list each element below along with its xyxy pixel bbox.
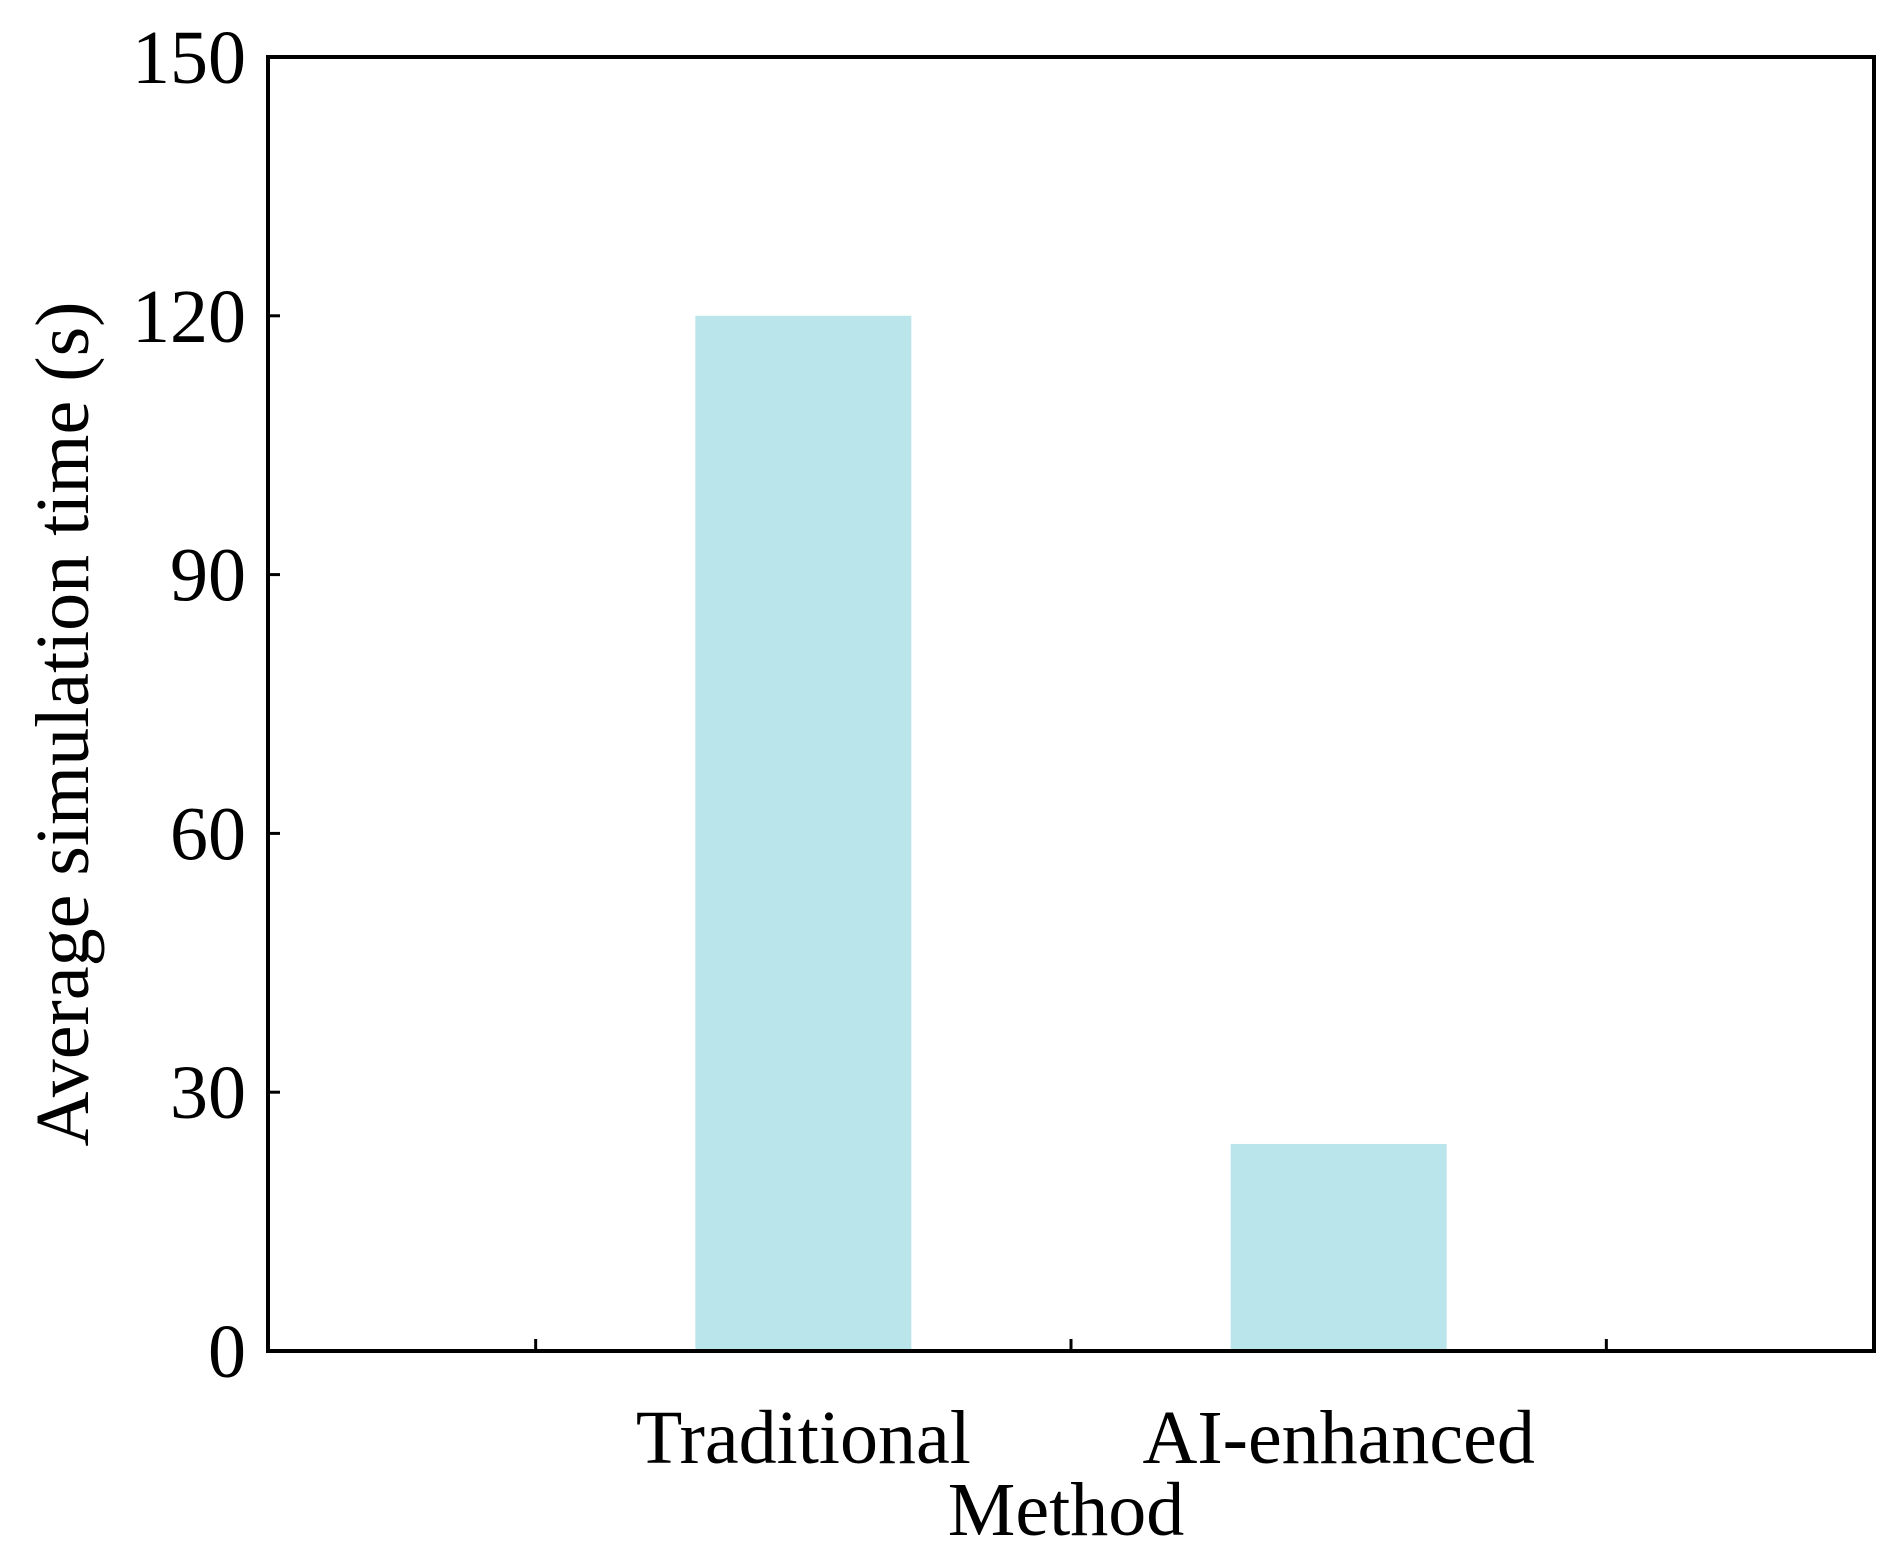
plot-frame <box>266 55 1876 1353</box>
y-tick-label: 120 <box>132 275 246 359</box>
bar-traditional <box>695 315 912 1351</box>
y-axis-ticks: 0 30 60 90 120 150 <box>132 16 280 1394</box>
y-tick-label: 90 <box>170 534 246 618</box>
x-axis-ticks: Traditional AI-enhanced <box>534 1339 1608 1480</box>
x-tick-label: AI-enhanced <box>1142 1396 1534 1480</box>
y-tick-label: 150 <box>132 16 246 100</box>
bar-ai-enhanced <box>1230 1143 1447 1351</box>
y-tick-label: 30 <box>170 1051 246 1135</box>
bars-layer <box>695 315 1447 1351</box>
y-axis-title: Average simulation time (s) <box>21 302 105 1147</box>
x-axis-title: Method <box>948 1468 1184 1552</box>
x-tick-label: Traditional <box>636 1396 971 1480</box>
y-tick-label: 60 <box>170 792 246 876</box>
y-tick-label: 0 <box>208 1310 246 1394</box>
